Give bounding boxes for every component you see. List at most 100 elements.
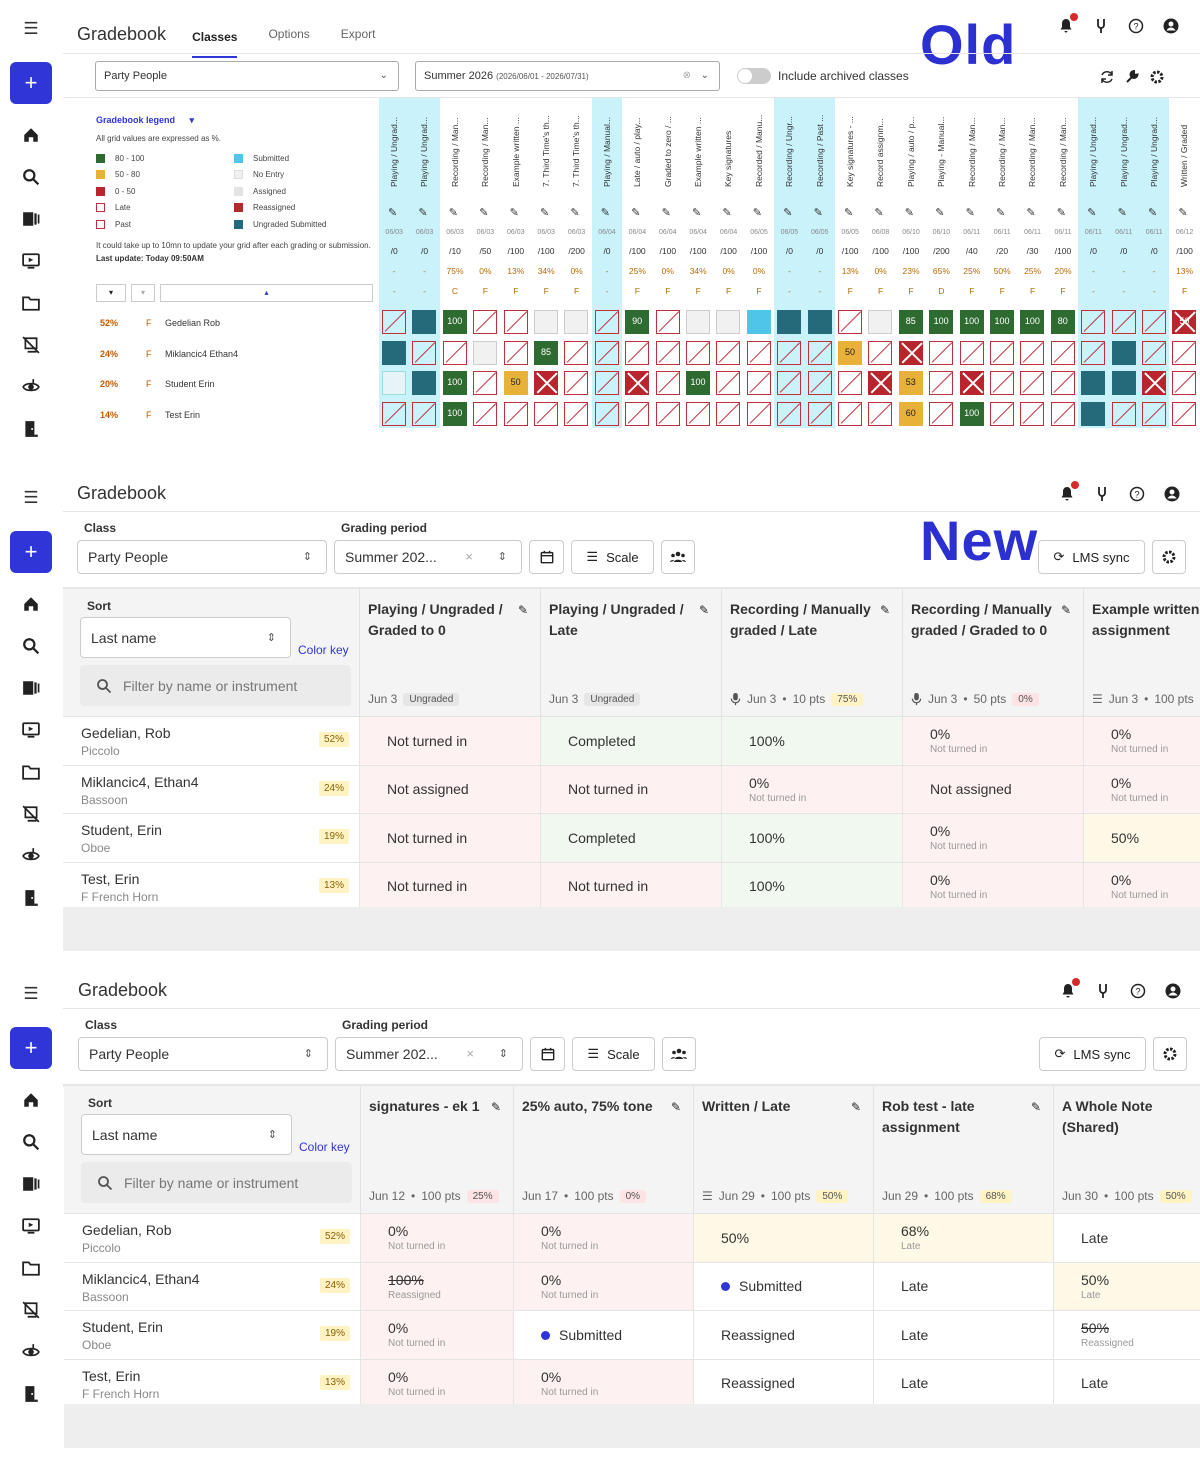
grade-cell[interactable]: 0% Not turned in [902, 716, 1083, 765]
eye-music-icon[interactable] [16, 366, 46, 408]
pencil-icon[interactable]: ✎ [1056, 207, 1067, 219]
assignment-header[interactable]: Late / auto / play... [632, 117, 643, 187]
grade-cell[interactable]: Completed [540, 716, 721, 765]
play-screen-icon[interactable] [16, 709, 46, 751]
pencil-icon[interactable]: ✎ [996, 207, 1006, 219]
grade-cell[interactable] [1050, 401, 1075, 426]
no-music-icon[interactable] [16, 793, 46, 835]
assignment-header[interactable]: Recorded / Manu... [753, 114, 764, 187]
grade-cell[interactable] [655, 401, 680, 426]
assignment-header[interactable]: Playing / Ungrad... [389, 117, 399, 187]
clear-icon[interactable]: ⊗ [682, 70, 691, 81]
pencil-icon[interactable]: ✎ [904, 207, 915, 219]
grade-cell[interactable] [777, 310, 802, 334]
grade-cell[interactable] [990, 371, 1014, 395]
grade-cell[interactable] [473, 340, 498, 365]
assignment-header[interactable]: Recording / Ungr... [784, 116, 795, 187]
class-select[interactable]: Party People ⇕ [77, 540, 327, 574]
scale-button[interactable]: ☰ Scale [571, 540, 654, 574]
grade-cell[interactable]: Not assigned [902, 764, 1083, 813]
help-icon[interactable]: ? [1128, 485, 1145, 502]
grade-cell[interactable]: Not turned in [359, 716, 540, 765]
grade-cell[interactable]: 100% Reassigned [360, 1261, 513, 1310]
assignment-header[interactable]: Playing / Ungraded / Graded to 0 ✎ Jun 3… [359, 589, 540, 716]
grade-cell[interactable] [503, 310, 528, 334]
archived-toggle[interactable] [737, 68, 771, 84]
grade-cell[interactable] [564, 401, 589, 426]
assignment-header[interactable]: A Whole Note (Shared) ✎ Jun 30•100 pts50… [1053, 1086, 1200, 1213]
grade-cell[interactable] [716, 371, 741, 395]
grade-cell[interactable]: Submitted [513, 1310, 693, 1359]
eye-music-icon[interactable] [16, 1331, 46, 1373]
pencil-icon[interactable]: ✎ [850, 1100, 861, 1114]
pencil-icon[interactable]: ✎ [879, 603, 890, 617]
grade-cell[interactable]: 100 [1020, 310, 1045, 334]
tab-classes[interactable]: Classes [192, 26, 238, 58]
assignment-header[interactable]: Playing / Manual... [601, 117, 612, 187]
grade-cell[interactable]: 50 [1172, 310, 1197, 334]
pencil-icon[interactable]: ✎ [388, 207, 398, 219]
grade-cell[interactable] [1081, 340, 1106, 365]
gear-icon[interactable] [1148, 68, 1165, 85]
grade-cell[interactable] [382, 340, 406, 365]
pencil-icon[interactable]: ✎ [418, 207, 428, 219]
grade-cell[interactable]: 0% Not turned in [902, 813, 1083, 862]
grade-cell[interactable] [929, 401, 954, 426]
tab-export[interactable]: Export [340, 27, 376, 41]
grade-cell[interactable]: Not turned in [359, 813, 540, 862]
grade-cell[interactable] [1172, 340, 1197, 365]
grade-cell[interactable]: 50% Reassigned [1053, 1310, 1200, 1359]
grade-cell[interactable] [1111, 310, 1136, 334]
menu-icon[interactable]: ☰ [23, 19, 39, 38]
grade-cell[interactable] [473, 371, 498, 395]
grade-cell[interactable] [412, 340, 437, 365]
settings-button[interactable] [1153, 1037, 1187, 1071]
pencil-icon[interactable]: ✎ [448, 207, 459, 219]
grade-cell[interactable] [777, 401, 802, 426]
grade-cell[interactable] [473, 401, 498, 426]
grade-cell[interactable] [382, 310, 406, 334]
pencil-icon[interactable]: ✎ [540, 207, 550, 219]
grade-cell[interactable]: 0% Not turned in [1083, 716, 1200, 765]
color-key-link[interactable]: Color key [298, 643, 349, 657]
class-select[interactable]: Party People ⇕ [78, 1037, 328, 1071]
pencil-icon[interactable]: ✎ [670, 1100, 681, 1114]
grade-cell[interactable] [503, 401, 528, 426]
grade-cell[interactable]: 0% Not turned in [1083, 764, 1200, 813]
grade-cell[interactable]: 50% Late [1053, 1261, 1200, 1310]
add-button[interactable]: + [10, 62, 52, 104]
grade-cell[interactable]: Late [1053, 1213, 1200, 1262]
refresh-icon[interactable] [1098, 68, 1115, 85]
grade-cell[interactable] [868, 401, 893, 426]
home-icon[interactable] [16, 583, 46, 625]
account-icon[interactable] [1163, 485, 1180, 502]
wrench-icon[interactable] [1123, 68, 1140, 85]
grade-cell[interactable] [716, 401, 741, 426]
assignment-header[interactable]: Playing / Ungrad... [1149, 117, 1159, 187]
sort-direction[interactable]: ▴ [160, 284, 373, 302]
grade-cell[interactable] [838, 310, 862, 334]
grade-cell[interactable] [990, 340, 1014, 365]
grade-cell[interactable] [929, 340, 954, 365]
grade-cell[interactable]: Late [873, 1310, 1053, 1359]
grade-cell[interactable]: Reassigned [693, 1310, 873, 1359]
grade-cell[interactable] [868, 371, 893, 395]
grade-cell[interactable]: 0% Not turned in [360, 1358, 513, 1407]
grade-cell[interactable] [1142, 371, 1166, 395]
grade-cell[interactable] [1172, 371, 1197, 395]
clear-icon[interactable]: × [465, 549, 473, 564]
grade-cell[interactable] [1142, 340, 1166, 365]
grade-cell[interactable]: 50 [503, 371, 528, 395]
grade-cell[interactable]: 100 [959, 310, 984, 334]
old-student-row[interactable]: 20% F Student Erin [100, 379, 215, 389]
grade-cell[interactable]: 100% [721, 716, 902, 765]
grade-cell[interactable]: 85 [534, 340, 558, 365]
home-icon[interactable] [16, 114, 46, 156]
pencil-icon[interactable]: ✎ [783, 207, 793, 219]
eye-music-icon[interactable] [16, 835, 46, 877]
clear-icon[interactable]: × [466, 1046, 474, 1061]
assignment-header[interactable]: Playing / Ungraded / Late ✎ Jun 3 Ungrade… [540, 589, 721, 716]
filter-input[interactable]: Filter by name or instrument [81, 1162, 352, 1203]
grade-cell[interactable] [564, 371, 589, 395]
no-music-icon[interactable] [16, 324, 46, 366]
